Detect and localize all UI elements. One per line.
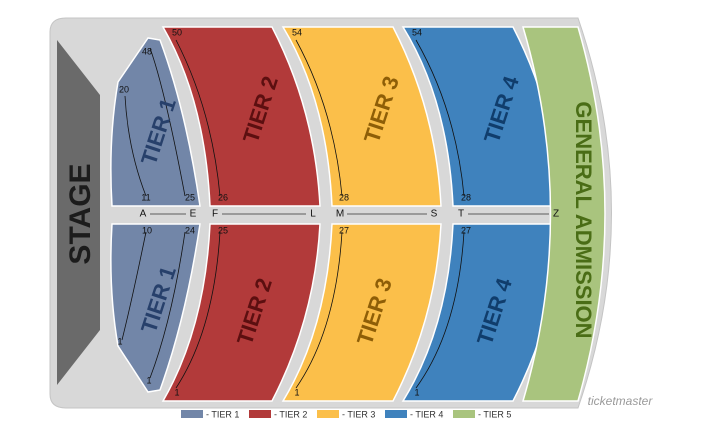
tier-1-upper[interactable]: [110, 37, 201, 207]
stage-label: STAGE: [64, 163, 97, 264]
legend-swatch: [249, 410, 271, 418]
legend-label: - TIER 3: [342, 409, 375, 419]
seat-number: 11: [141, 192, 150, 202]
row-letter: T: [458, 209, 464, 220]
general-admission-label: GENERAL ADMISSION: [571, 101, 596, 338]
seat-number: 54: [292, 27, 302, 37]
legend-swatch: [385, 410, 407, 418]
seat-number: 28: [339, 192, 349, 202]
tier-1-lower[interactable]: [110, 223, 201, 393]
seat-number: 10: [142, 225, 152, 235]
seat-number: 1: [174, 387, 179, 397]
seat-number: 27: [339, 225, 349, 235]
general-admission[interactable]: [521, 26, 606, 402]
legend-label: - TIER 5: [478, 409, 511, 419]
tier-2-upper[interactable]: [161, 26, 321, 207]
tier-2-lower[interactable]: [161, 223, 321, 402]
seat-curve: [124, 95, 147, 197]
legend-label: - TIER 2: [274, 409, 307, 419]
seat-curve: [149, 231, 186, 379]
legend-label: - TIER 1: [206, 409, 239, 419]
row-letter: A: [140, 209, 147, 220]
legend-swatch: [453, 410, 475, 418]
seat-curve: [295, 39, 343, 197]
row-letter: M: [336, 209, 344, 220]
seat-number: 28: [461, 192, 471, 202]
seat-number: 54: [412, 27, 422, 37]
seat-number: 24: [185, 225, 195, 235]
row-letter: E: [190, 209, 197, 220]
seat-number: 26: [218, 192, 228, 202]
seat-curve: [175, 39, 221, 197]
seat-number: 25: [185, 192, 195, 202]
legend-swatch: [317, 410, 339, 418]
seat-curve: [175, 231, 221, 389]
seat-curve: [121, 231, 147, 341]
seat-curve: [149, 47, 186, 197]
seat-curve: [295, 231, 343, 389]
legend-label: - TIER 4: [410, 409, 443, 419]
legend-swatch: [181, 410, 203, 418]
seat-number: 27: [461, 225, 471, 235]
brand: ticketmaster: [588, 394, 654, 408]
row-letter: F: [212, 209, 218, 220]
tier-3-upper[interactable]: [281, 26, 442, 207]
row-letter: S: [431, 209, 438, 220]
row-letter: Z: [553, 209, 559, 220]
seat-number: 25: [218, 225, 228, 235]
seat-number: 1: [414, 387, 419, 397]
stage[interactable]: [57, 40, 100, 385]
seat-number: 1: [146, 375, 151, 385]
seat-number: 1: [117, 336, 122, 346]
seat-number: 50: [172, 27, 182, 37]
seat-curve: [415, 39, 465, 197]
tier-3-lower[interactable]: [281, 223, 442, 402]
seat-number: 48: [142, 46, 152, 56]
seat-number: 1: [294, 387, 299, 397]
seat-number: 20: [119, 84, 129, 94]
row-letter: L: [310, 209, 316, 220]
seat-curve: [415, 231, 465, 389]
